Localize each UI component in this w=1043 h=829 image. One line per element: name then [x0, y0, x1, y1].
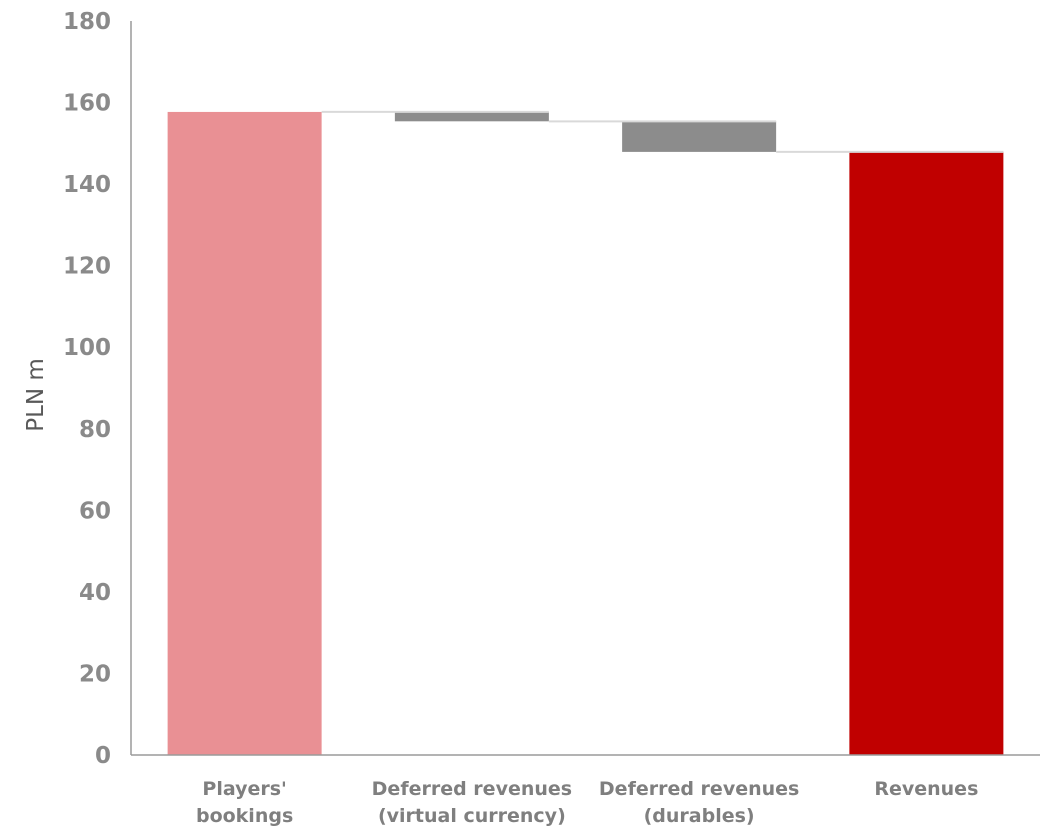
category-label: bookings [196, 805, 293, 827]
y-tick-label: 20 [79, 661, 111, 687]
category-labels: Players' bookings Deferred revenues (virtua… [196, 778, 978, 827]
y-tick-label: 0 [95, 743, 111, 769]
total-bar [167, 111, 322, 755]
y-tick-label: 40 [79, 580, 111, 606]
delta-bar [394, 111, 549, 122]
y-tick-label: 160 [63, 91, 111, 117]
y-axis-ticks: 0 20 40 60 80 100 120 140 160 180 [63, 9, 111, 769]
category-label: Players' [202, 778, 286, 800]
y-tick-label: 80 [79, 417, 111, 443]
category-label: Deferred revenues [599, 778, 799, 800]
delta-bar [622, 121, 777, 152]
y-tick-label: 120 [63, 254, 111, 280]
connectors [321, 110, 1004, 153]
y-tick-label: 140 [63, 172, 111, 198]
category-label: Deferred revenues [372, 778, 572, 800]
y-tick-label: 60 [79, 498, 111, 524]
y-tick-label: 180 [63, 9, 111, 35]
total-bar [849, 151, 1004, 755]
category-label: (durables) [644, 805, 755, 827]
category-label: (virtual currency) [378, 805, 566, 827]
bars [167, 111, 1004, 755]
y-axis-title: PLN m [23, 358, 49, 432]
category-label: Revenues [874, 778, 978, 800]
y-tick-label: 100 [63, 335, 111, 361]
